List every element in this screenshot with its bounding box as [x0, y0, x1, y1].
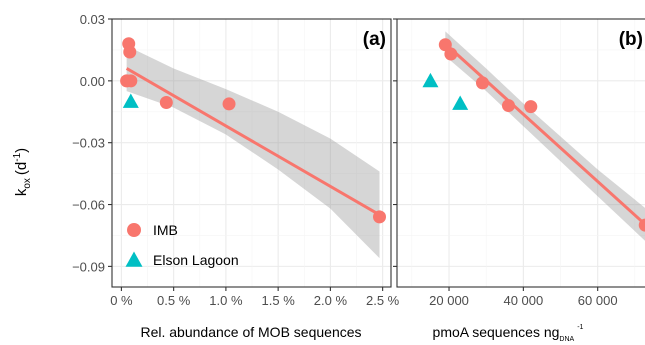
pa-x-tick-label: 0.5 %: [157, 293, 191, 308]
pa-y-tick-label: −0.03: [72, 136, 105, 151]
pb-point-imb: [524, 100, 538, 114]
y-axis-title-sub: ox: [22, 178, 33, 189]
panel-a: IMB Elson Lagoon (a) 0.03 0.00 −0.03 −0.06 −0…: [72, 12, 400, 340]
pb-ci-band: [445, 31, 645, 241]
pa-y-tick-label: 0.00: [80, 74, 105, 89]
panel-b-x-axis: 20 000 40 000 60 000: [429, 287, 618, 308]
y-axis-title-unit-prefix: (d: [13, 162, 30, 175]
y-axis-title-unit-suffix: ): [13, 148, 30, 153]
pa-point-imb: [373, 210, 387, 224]
pb-point-elson-lagoon: [452, 95, 469, 110]
pb-point-imb: [475, 76, 489, 90]
panel-a-x-axis-title: Rel. abundance of MOB sequences: [140, 324, 361, 340]
legend-label-elson-lagoon: Elson Lagoon: [153, 252, 239, 268]
pa-x-tick-label: 2.5 %: [366, 293, 400, 308]
panel-a-background: [112, 19, 391, 287]
panel-b-border: [396, 18, 645, 288]
panel-a-points: [120, 37, 387, 224]
pa-point-imb: [222, 97, 236, 111]
pa-point-imb: [159, 95, 173, 109]
pb-point-elson-lagoon: [422, 72, 439, 88]
panel-b-x-axis-title-main: pmoA sequences ng: [433, 324, 560, 340]
legend-label-imb: IMB: [153, 222, 178, 238]
pb-point-imb: [501, 99, 515, 113]
panel-a-confidence-band: [126, 45, 380, 259]
panel-a-border: [111, 18, 392, 288]
pb-point-imb: [638, 218, 645, 232]
legend-key-imb: [127, 223, 141, 237]
panel-a-x-axis: 0 % 0.5 % 1.0 % 1.5 % 2.0 % 2.5 %: [110, 287, 400, 308]
panel-b-x-axis-title: pmoA sequences ngDNA-1: [433, 324, 584, 343]
panel-b-confidence-band: [445, 31, 645, 241]
pa-point-elson-lagoon: [122, 93, 139, 108]
pb-x-tick-label: 60 000: [578, 293, 618, 308]
legend-key-elson-lagoon: [125, 251, 143, 267]
panel-a-fit-line: [125, 67, 381, 217]
pa-x-tick-label: 2.0 %: [314, 293, 348, 308]
legend: IMB Elson Lagoon: [125, 222, 239, 268]
panel-b-label: (b): [619, 29, 643, 50]
panel-b-points: [422, 38, 645, 232]
panel-b-x-axis-title-sup: -1: [577, 324, 583, 331]
pa-x-tick-label: 1.5 %: [262, 293, 296, 308]
pa-y-tick-label: 0.03: [80, 12, 105, 27]
pa-point-imb: [123, 45, 137, 59]
panel-a-grid: [112, 18, 391, 287]
y-axis-title-unit-sup: -1: [12, 152, 23, 161]
panel-a-y-axis: 0.03 0.00 −0.03 −0.06 −0.09: [72, 12, 112, 274]
panel-b-background: [397, 19, 645, 287]
panel-b-y-ticks: [393, 18, 397, 267]
pb-x-tick-label: 40 000: [503, 293, 543, 308]
pa-point-imb: [124, 74, 138, 88]
pa-y-tick-label: −0.06: [72, 198, 105, 213]
pa-y-tick-label: −0.09: [72, 259, 105, 274]
pb-x-tick-label: 20 000: [429, 293, 469, 308]
panel-b: (b) 20 000 40 000 60 000 pmoA sequences ng…: [393, 18, 645, 343]
panel-a-label: (a): [363, 29, 386, 50]
pa-ci-band: [126, 45, 380, 259]
panel-b-fit-line: [444, 42, 645, 227]
y-axis-title-main: k: [13, 188, 30, 196]
panel-b-x-axis-title-sub: DNA: [559, 336, 574, 343]
pb-regression-line: [444, 42, 645, 227]
y-axis-title: kox (d-1): [12, 148, 33, 196]
pa-x-tick-label: 0 %: [110, 293, 133, 308]
pa-regression-line: [125, 67, 381, 217]
pa-x-tick-label: 1.0 %: [209, 293, 243, 308]
pb-point-imb: [444, 47, 458, 61]
